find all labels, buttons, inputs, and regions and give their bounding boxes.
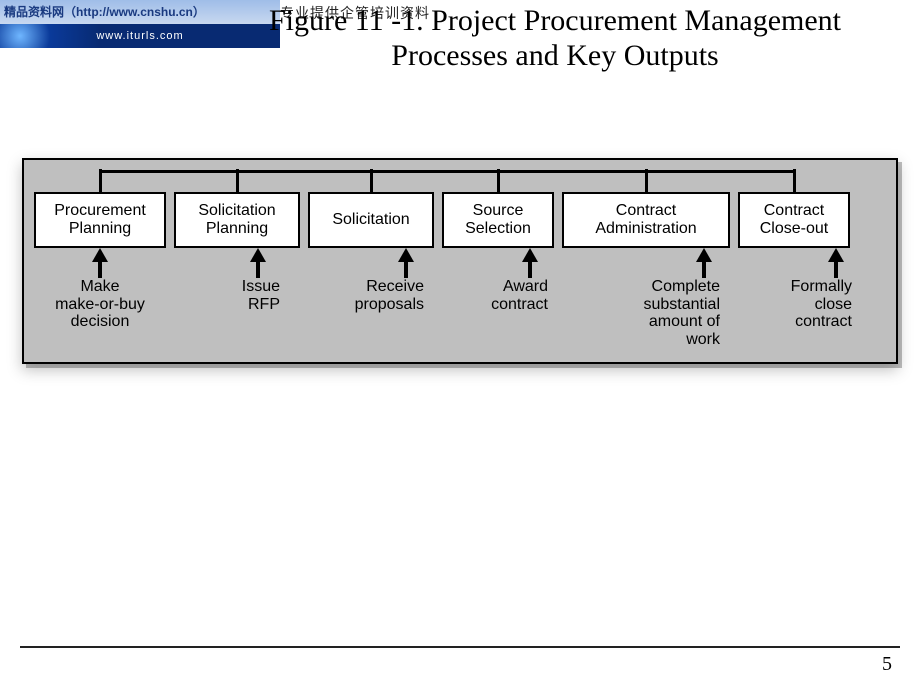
- output-label-procurement-planning: Makemake-or-buydecision: [30, 278, 170, 331]
- process-box-source-selection: SourceSelection: [442, 192, 554, 248]
- process-box-contract-administration: ContractAdministration: [562, 192, 730, 248]
- output-row: Makemake-or-buydecision IssueRFP Receivepr…: [24, 248, 896, 358]
- process-box-solicitation: Solicitation: [308, 192, 434, 248]
- output-label-contract-administration: Completesubstantialamount ofwork: [604, 278, 720, 348]
- figure-title: Figure 11 -1. Project Procurement Manage…: [0, 0, 920, 73]
- footer-divider: [20, 646, 900, 648]
- bracket-line: [100, 170, 794, 192]
- page-number: 5: [882, 653, 892, 676]
- output-label-source-selection: Awardcontract: [452, 278, 548, 313]
- process-box-solicitation-planning: SolicitationPlanning: [174, 192, 300, 248]
- process-box-procurement-planning: ProcurementPlanning: [34, 192, 166, 248]
- output-label-solicitation-planning: IssueRFP: [200, 278, 280, 313]
- output-label-solicitation: Receiveproposals: [324, 278, 424, 313]
- process-box-contract-close-out: ContractClose-out: [738, 192, 850, 248]
- procurement-diagram: ProcurementPlanningSolicitationPlanningS…: [22, 158, 898, 364]
- output-label-contract-close-out: Formallyclosecontract: [764, 278, 852, 331]
- process-box-row: ProcurementPlanningSolicitationPlanningS…: [24, 192, 896, 248]
